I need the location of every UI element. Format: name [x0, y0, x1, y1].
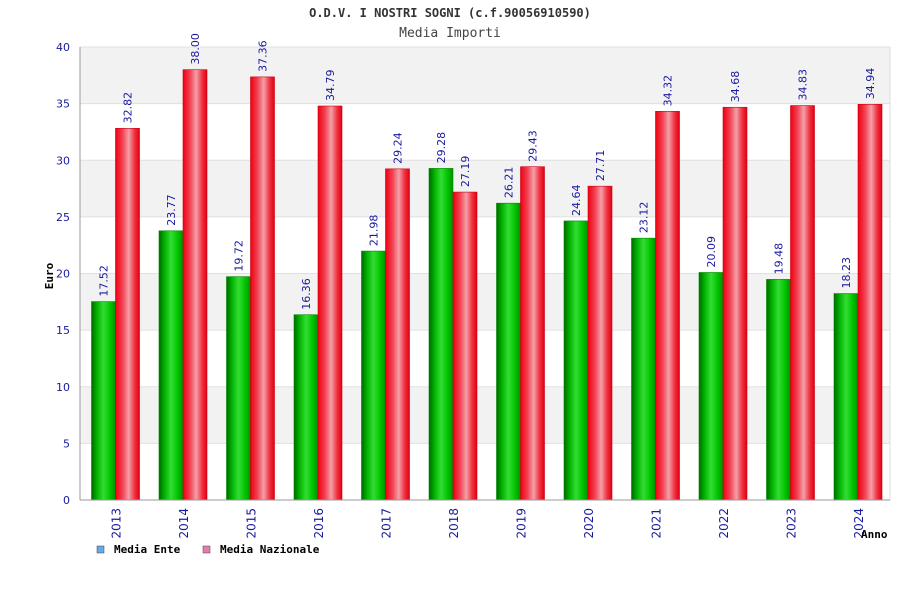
y-tick-label: 10 [56, 381, 70, 394]
x-tick-labels: 2013 2014 2015 2016 2017 2018 2019 2020 2021 2022… [110, 508, 867, 539]
bar-media-nazionale-2019 [520, 166, 545, 501]
data-label-media-ente-2017: 21.98 [368, 215, 381, 247]
data-label-media-ente-2021: 23.12 [638, 202, 651, 234]
plot-band [80, 330, 890, 387]
plot-band [80, 273, 890, 331]
bar-media-ente-2024 [833, 293, 859, 501]
x-tick-label: 2024 [852, 508, 866, 539]
x-tick-label: 2019 [515, 508, 529, 539]
plot-background [80, 47, 890, 500]
data-label-media-ente-2013: 17.52 [98, 265, 111, 297]
x-tick-label: 2021 [650, 508, 664, 539]
data-label-media-nazionale-2023: 34.83 [797, 69, 810, 101]
bar-media-nazionale-2022 [722, 106, 748, 501]
bar-media-ente-2014 [158, 230, 184, 501]
y-tick-labels: 0 5 10 15 20 25 30 35 40 [56, 41, 70, 507]
x-tick-label: 2013 [110, 508, 124, 539]
plot-band [80, 443, 890, 500]
x-tick-label: 2014 [177, 508, 191, 539]
data-label-media-nazionale-2019: 29.43 [527, 130, 540, 162]
bar-media-nazionale-2014 [182, 69, 208, 501]
x-tick-label: 2022 [717, 508, 731, 539]
data-label-media-ente-2019: 26.21 [503, 167, 516, 199]
bar-media-nazionale-2016 [317, 105, 343, 501]
plot-band [80, 216, 890, 274]
legend: Media Ente Media Nazionale [96, 543, 320, 556]
legend-label-media-ente: Media Ente [114, 543, 181, 556]
x-tick-label: 2018 [447, 508, 461, 539]
data-label-media-ente-2022: 20.09 [705, 236, 718, 268]
data-label-media-ente-2018: 29.28 [435, 132, 448, 164]
data-label-media-nazionale-2014: 38.00 [189, 33, 202, 65]
data-labels: 17.52 32.82 23.77 38.00 19.72 37.36 16.36 34.79… [98, 33, 878, 310]
chart-title: O.D.V. I NOSTRI SOGNI (c.f.90056910590) [309, 6, 591, 20]
bar-media-nazionale-2023 [790, 105, 815, 501]
axes [79, 47, 890, 501]
bar-media-ente-2022 [698, 272, 724, 501]
plot-band [80, 47, 890, 104]
data-label-media-ente-2024: 18.23 [840, 257, 853, 289]
y-tick-label: 5 [63, 437, 70, 450]
y-tick-label: 40 [56, 41, 70, 54]
x-tick-label: 2023 [785, 508, 799, 539]
x-tick-label: 2017 [380, 508, 394, 539]
data-label-media-nazionale-2024: 34.94 [864, 68, 877, 100]
chart-subtitle: Media Importi [399, 26, 501, 41]
bar-media-ente-2016 [293, 314, 319, 501]
x-tick-label: 2020 [582, 508, 596, 539]
legend-label-media-nazionale: Media Nazionale [220, 543, 320, 556]
y-tick-label: 20 [56, 268, 70, 281]
y-tick-label: 0 [63, 494, 70, 507]
bar-media-ente-2023 [766, 279, 791, 501]
bar-media-nazionale-2013 [115, 128, 140, 501]
data-label-media-nazionale-2013: 32.82 [122, 92, 135, 124]
bar-media-ente-2017 [361, 250, 386, 501]
bar-media-ente-2013 [91, 301, 116, 501]
data-label-media-ente-2020: 24.64 [570, 184, 583, 216]
y-tick-label: 35 [56, 98, 70, 111]
plot-band [80, 160, 890, 217]
data-label-media-nazionale-2015: 37.36 [257, 40, 270, 72]
bar-media-nazionale-2020 [587, 185, 613, 501]
data-label-media-nazionale-2017: 29.24 [392, 132, 405, 164]
y-axis-label: Euro [43, 262, 56, 289]
bar-media-ente-2021 [631, 237, 656, 501]
bar-media-nazionale-2018 [452, 191, 478, 501]
plot-band [80, 103, 890, 161]
bar-media-nazionale-2015 [250, 76, 275, 501]
y-tick-label: 25 [56, 211, 70, 224]
data-label-media-nazionale-2018: 27.19 [459, 156, 472, 188]
data-label-media-ente-2014: 23.77 [165, 194, 178, 226]
data-label-media-nazionale-2016: 34.79 [324, 70, 337, 102]
data-label-media-nazionale-2022: 34.68 [729, 71, 742, 103]
x-tick-label: 2016 [312, 508, 326, 539]
data-label-media-ente-2023: 19.48 [773, 243, 786, 275]
data-label-media-nazionale-2020: 27.71 [594, 150, 607, 182]
y-tick-label: 15 [56, 324, 70, 337]
y-tick-label: 30 [56, 154, 70, 167]
plot-band [80, 386, 890, 444]
legend-swatch-media-nazionale [202, 545, 211, 554]
x-tick-label: 2015 [245, 508, 259, 539]
data-label-media-ente-2015: 19.72 [233, 240, 246, 272]
bar-media-nazionale-2017 [385, 168, 410, 501]
legend-swatch-media-ente [96, 545, 105, 554]
bar-media-nazionale-2024 [857, 104, 883, 501]
bar-media-nazionale-2021 [655, 111, 680, 501]
bar-media-ente-2019 [496, 202, 521, 501]
bar-media-ente-2015 [226, 276, 251, 501]
x-axis-label: Anno [861, 528, 888, 541]
bar-media-ente-2018 [428, 168, 454, 501]
data-label-media-nazionale-2021: 34.32 [662, 75, 675, 107]
bar-media-ente-2020 [563, 220, 589, 501]
data-label-media-ente-2016: 16.36 [300, 278, 313, 310]
